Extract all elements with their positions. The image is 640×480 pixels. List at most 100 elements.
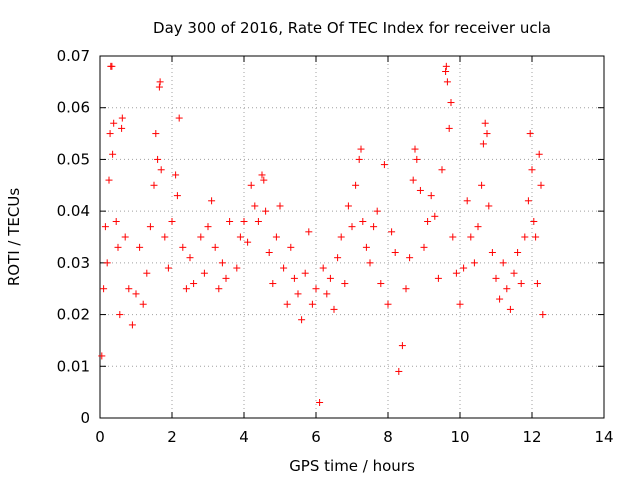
data-point <box>530 217 538 225</box>
y-tick-label: 0.06 <box>57 99 90 117</box>
data-point <box>215 285 223 293</box>
y-tick-label: 0.02 <box>57 306 90 324</box>
x-tick-label: 14 <box>594 428 613 446</box>
data-point <box>377 280 385 288</box>
data-point <box>244 238 252 246</box>
data-point <box>337 233 345 241</box>
data-point <box>283 300 291 308</box>
data-point <box>496 295 504 303</box>
x-axis-label: GPS time / hours <box>289 457 415 475</box>
data-point <box>128 321 136 329</box>
data-point <box>105 176 113 184</box>
data-point <box>132 290 140 298</box>
data-point <box>308 300 316 308</box>
data-point <box>524 197 532 205</box>
data-point <box>175 114 183 122</box>
data-point <box>452 269 460 277</box>
y-tick-label: 0.05 <box>57 150 90 168</box>
data-point <box>503 285 511 293</box>
data-point <box>478 181 486 189</box>
data-point <box>118 124 126 132</box>
data-point <box>341 280 349 288</box>
data-point <box>438 166 446 174</box>
data-point <box>330 305 338 313</box>
data-point <box>395 367 403 375</box>
data-point <box>526 130 534 138</box>
data-point <box>208 197 216 205</box>
data-point <box>154 155 162 163</box>
data-point <box>539 311 547 319</box>
data-point <box>121 233 129 241</box>
data-point <box>483 130 491 138</box>
data-point <box>427 192 435 200</box>
data-point <box>460 264 468 272</box>
data-point <box>112 217 120 225</box>
data-point <box>172 171 180 179</box>
chart-title: Day 300 of 2016, Rate Of TEC Index for r… <box>153 19 551 37</box>
data-point <box>431 212 439 220</box>
data-point <box>190 280 198 288</box>
data-point <box>118 114 126 122</box>
data-point <box>434 274 442 282</box>
data-point <box>398 342 406 350</box>
data-point <box>348 223 356 231</box>
x-tick-label: 8 <box>383 428 393 446</box>
data-point <box>355 155 363 163</box>
data-point <box>420 243 428 251</box>
data-point <box>442 62 450 70</box>
data-point <box>280 264 288 272</box>
data-point <box>226 217 234 225</box>
data-point <box>146 223 154 231</box>
data-point <box>445 124 453 132</box>
data-point <box>456 300 464 308</box>
data-point <box>506 305 514 313</box>
data-point <box>449 233 457 241</box>
data-point <box>362 243 370 251</box>
x-tick-label: 2 <box>167 428 177 446</box>
data-point <box>474 223 482 231</box>
data-point <box>200 269 208 277</box>
data-point <box>442 68 450 76</box>
x-tick-label: 0 <box>95 428 105 446</box>
data-point <box>357 145 365 153</box>
data-point <box>535 150 543 158</box>
data-point <box>173 192 181 200</box>
data-point <box>470 259 478 267</box>
data-point <box>139 300 147 308</box>
data-point <box>168 217 176 225</box>
data-point <box>152 130 160 138</box>
data-point <box>258 171 266 179</box>
data-point <box>161 233 169 241</box>
data-point <box>143 269 151 277</box>
data-point <box>532 233 540 241</box>
data-point <box>179 243 187 251</box>
data-point <box>272 233 280 241</box>
data-point <box>114 243 122 251</box>
y-tick-label: 0 <box>80 409 90 427</box>
data-point <box>156 78 164 86</box>
data-points <box>98 62 547 406</box>
data-point <box>251 202 259 210</box>
x-tick-label: 10 <box>450 428 469 446</box>
data-point <box>323 290 331 298</box>
data-point <box>155 83 163 91</box>
data-point <box>416 186 424 194</box>
data-point <box>488 249 496 257</box>
data-point <box>186 254 194 262</box>
data-point <box>463 197 471 205</box>
data-point <box>262 207 270 215</box>
x-tick-label: 12 <box>522 428 541 446</box>
data-point <box>334 254 342 262</box>
grid-layer <box>100 56 604 418</box>
data-point <box>533 280 541 288</box>
y-tick-label: 0.07 <box>57 47 90 65</box>
data-point <box>98 352 106 360</box>
data-point <box>517 280 525 288</box>
data-point <box>204 223 212 231</box>
data-point <box>218 259 226 267</box>
data-point <box>298 316 306 324</box>
data-point <box>384 300 392 308</box>
data-point <box>370 223 378 231</box>
data-point <box>101 223 109 231</box>
data-point <box>467 233 475 241</box>
